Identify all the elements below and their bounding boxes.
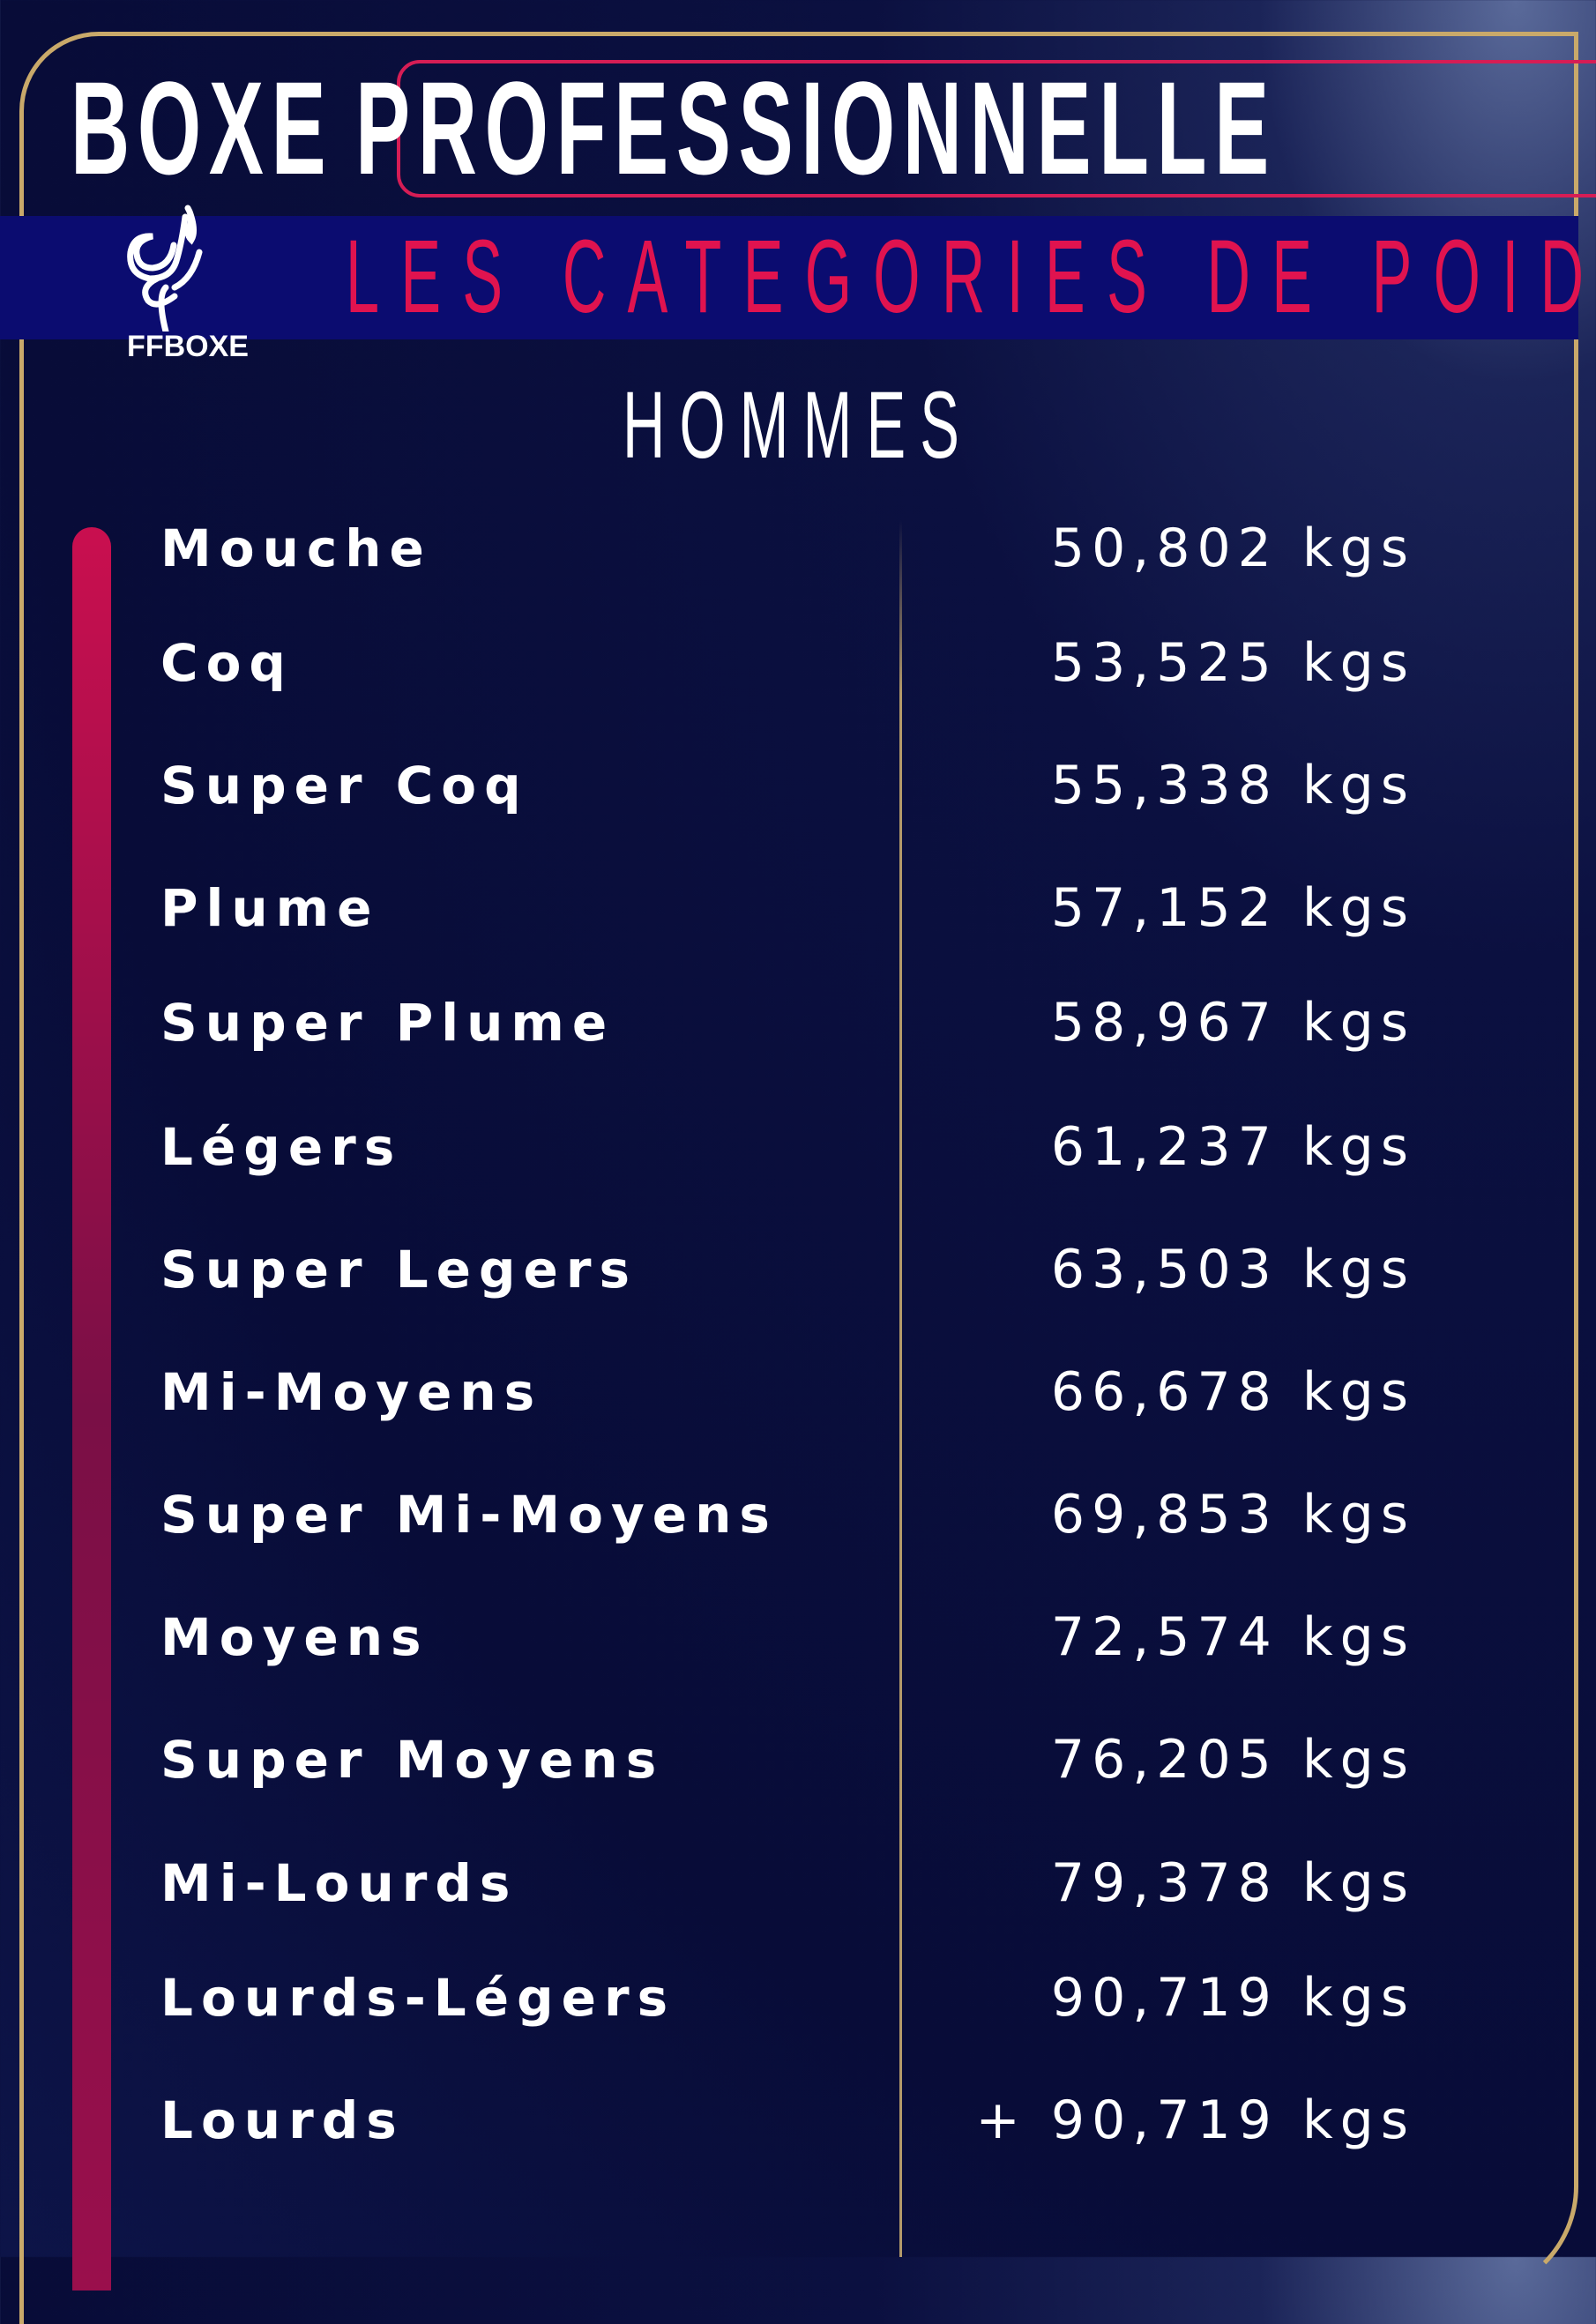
category-name: Plume	[160, 878, 380, 938]
weight-category-row: Légers 61,237 kgs	[0, 1103, 1596, 1191]
weight-category-row: Super Moyens 76,205 kgs	[0, 1716, 1596, 1804]
category-weight: 55,338 kgs	[1050, 755, 1415, 816]
section-title: HOMMES	[0, 377, 1596, 473]
category-weight: 79,378 kgs	[1050, 1852, 1415, 1914]
title-part-1: BOXE	[71, 54, 334, 202]
category-name: Lourds	[160, 2090, 405, 2150]
rooster-icon	[127, 205, 203, 335]
page-title: BOXE PROFESSIONNELLE	[71, 62, 1277, 194]
subtitle: LES CATEGORIES DE POIDS	[346, 219, 1596, 335]
weight-category-row: Mouche 50,802 kgs	[0, 504, 1596, 592]
category-weight: 61,237 kgs	[1050, 1116, 1415, 1178]
gold-frame-right	[1574, 32, 1578, 2148]
category-weight: 50,802 kgs	[1050, 518, 1415, 579]
category-weight: 72,574 kgs	[1050, 1606, 1415, 1668]
category-weight: 57,152 kgs	[1050, 877, 1415, 939]
subtitle-band	[0, 216, 1578, 339]
accent-bar	[72, 527, 111, 2290]
ffboxe-logo: FFBOXE	[104, 199, 272, 363]
weight-category-row: Plume 57,152 kgs	[0, 864, 1596, 952]
gold-frame-corner	[1468, 2028, 1578, 2297]
logo-text: FFBOXE	[127, 330, 249, 363]
category-weight: 63,503 kgs	[1050, 1239, 1415, 1300]
category-name: Mouche	[160, 518, 432, 578]
weight-category-row: Super Plume 58,967 kgs	[0, 979, 1596, 1067]
category-name: Super Mi-Moyens	[160, 1485, 778, 1545]
category-weight: 58,967 kgs	[1050, 992, 1415, 1054]
title-outline-box	[397, 60, 1596, 197]
weight-category-row: Super Legers 63,503 kgs	[0, 1225, 1596, 1314]
weight-category-row: Mi-Lourds 79,378 kgs	[0, 1839, 1596, 1927]
category-name: Mi-Lourds	[160, 1853, 518, 1913]
title-part-2: PROFESSIONNELLE	[355, 54, 1277, 202]
category-name: Super Moyens	[160, 1730, 665, 1790]
weight-category-row: Super Coq 55,338 kgs	[0, 741, 1596, 830]
gold-frame	[19, 32, 1577, 2324]
category-weight: + 90,719 kgs	[975, 2089, 1415, 2151]
category-name: Moyens	[160, 1607, 429, 1667]
weight-category-row: Lourds + 90,719 kgs	[0, 2076, 1596, 2164]
category-name: Mi-Moyens	[160, 1362, 543, 1422]
category-weight: 69,853 kgs	[1050, 1484, 1415, 1546]
section-title-text: HOMMES	[622, 371, 974, 478]
category-name: Super Plume	[160, 993, 615, 1053]
category-name: Légers	[160, 1117, 403, 1177]
weight-category-row: Coq 53,525 kgs	[0, 619, 1596, 707]
weight-category-row: Mi-Moyens 66,678 kgs	[0, 1348, 1596, 1436]
weight-category-row: Super Mi-Moyens 69,853 kgs	[0, 1471, 1596, 1559]
category-name: Coq	[160, 633, 294, 693]
category-weight: 90,719 kgs	[1050, 1967, 1415, 2029]
column-divider	[899, 520, 902, 2257]
category-name: Lourds-Légers	[160, 1968, 676, 2028]
category-weight: 76,205 kgs	[1050, 1729, 1415, 1791]
category-name: Super Legers	[160, 1240, 638, 1300]
weight-category-row: Moyens 72,574 kgs	[0, 1593, 1596, 1681]
weight-category-row: Lourds-Légers 90,719 kgs	[0, 1954, 1596, 2042]
category-weight: 66,678 kgs	[1050, 1361, 1415, 1423]
category-name: Super Coq	[160, 756, 529, 816]
category-weight: 53,525 kgs	[1050, 632, 1415, 694]
